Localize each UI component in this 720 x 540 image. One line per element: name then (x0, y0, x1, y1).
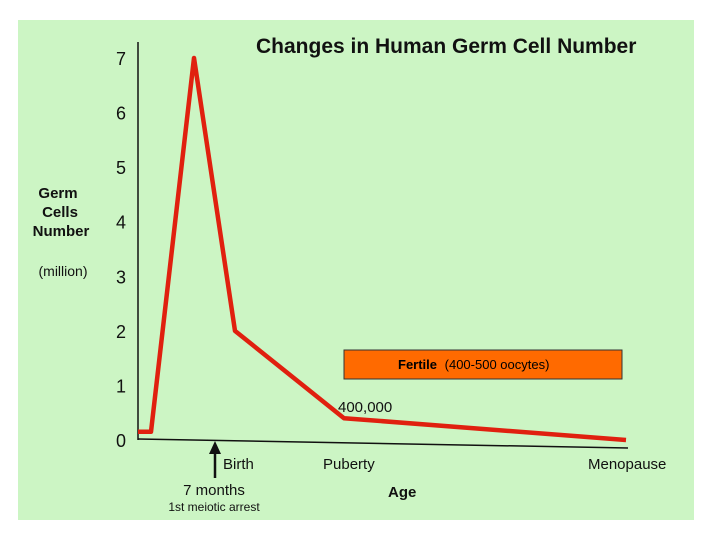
germ-cell-chart: Changes in Human Germ Cell Number Germ C… (33, 35, 667, 514)
y-tick-labels: 0 1 2 3 4 5 6 7 (116, 49, 126, 451)
y-axis-label-line-1: Germ (38, 185, 77, 202)
y-tick-6: 6 (116, 104, 126, 124)
y-tick-5: 5 (116, 158, 126, 178)
fertile-box (343, 349, 623, 380)
puberty-value-label: 400,000 (338, 399, 392, 416)
y-tick-4: 4 (116, 213, 126, 233)
y-tick-2: 2 (116, 322, 126, 342)
arrow-sublabel: 1st meiotic arrest (168, 500, 260, 514)
x-label-puberty: Puberty (323, 456, 375, 473)
meiotic-arrest-arrow-head (209, 441, 221, 454)
fertile-label-bold: Fertile (398, 357, 437, 372)
fertile-label-range: (400-500 oocytes) (445, 357, 550, 372)
y-axis-unit: (million) (39, 263, 88, 279)
chart-title: Changes in Human Germ Cell Number (256, 35, 636, 58)
x-axis-line (137, 438, 629, 449)
y-tick-3: 3 (116, 267, 126, 287)
y-tick-7: 7 (116, 49, 126, 69)
slide-background: Changes in Human Germ Cell Number Germ C… (18, 20, 694, 520)
y-axis-label-line-3: Number (33, 223, 90, 240)
y-axis-label-line-2: Cells (42, 204, 78, 221)
fertile-label: Fertile (400-500 oocytes) (398, 357, 549, 372)
germ-cell-series-line (138, 55, 627, 443)
y-tick-0: 0 (116, 431, 126, 451)
x-axis-title: Age (388, 484, 416, 501)
x-label-birth: Birth (223, 456, 254, 473)
y-tick-1: 1 (116, 376, 126, 396)
arrow-label: 7 months (183, 482, 245, 499)
x-label-menopause: Menopause (588, 456, 666, 473)
